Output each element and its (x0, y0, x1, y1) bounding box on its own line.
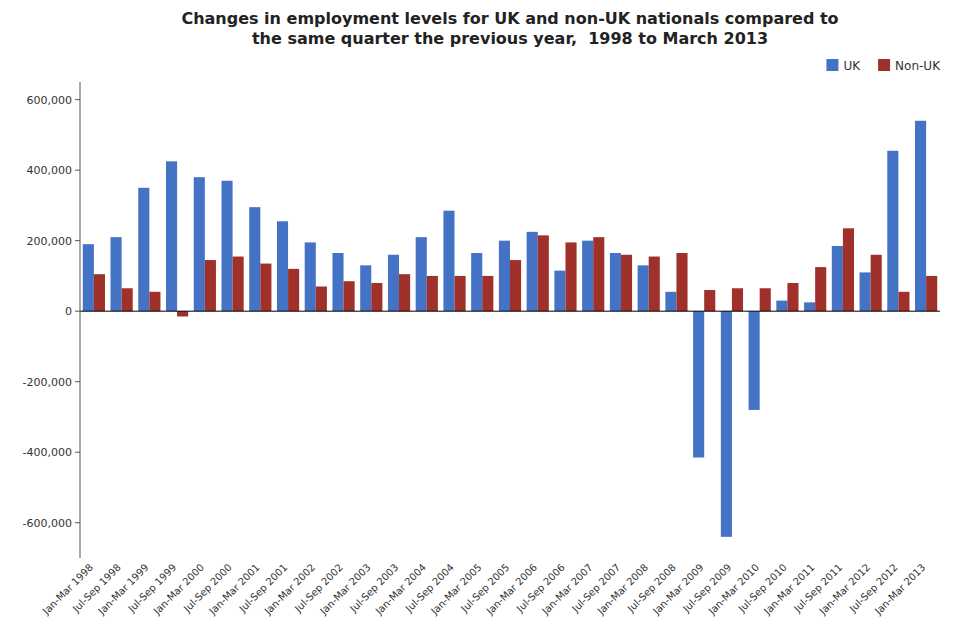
bar (316, 287, 327, 312)
bar (510, 260, 521, 311)
bar (360, 265, 371, 311)
tick (75, 522, 80, 523)
bar (804, 302, 815, 311)
bar (111, 237, 122, 311)
bar (138, 188, 149, 311)
bar (926, 276, 937, 311)
bar (344, 281, 355, 311)
tick (75, 452, 80, 453)
tick (75, 381, 80, 382)
bar (527, 232, 538, 311)
tick (75, 99, 80, 100)
bar (260, 264, 271, 312)
tick (75, 240, 80, 241)
legend-item: Non-UK (878, 59, 941, 73)
bar (416, 237, 427, 311)
bar (277, 221, 288, 311)
bar (83, 244, 94, 311)
bar (205, 260, 216, 311)
bar (149, 292, 160, 311)
bar (610, 253, 621, 311)
tick-label: -200,000 (23, 376, 72, 389)
bar (554, 271, 565, 312)
bar (593, 237, 604, 311)
legend-label: Non-UK (895, 59, 941, 73)
bar (887, 151, 898, 311)
bar (166, 161, 177, 311)
bar (721, 311, 732, 537)
bar (843, 228, 854, 311)
bar (538, 235, 549, 311)
bar (122, 288, 133, 311)
chart: Changes in employment levels for UK and … (0, 0, 960, 640)
title: Changes in employment levels for UK and … (181, 9, 838, 48)
bars (83, 121, 937, 537)
legend-swatch (826, 59, 838, 71)
bar (194, 177, 205, 311)
bar (565, 242, 576, 311)
baseline (80, 311, 940, 312)
bar (233, 257, 244, 312)
bar (871, 255, 882, 311)
legend-label: UK (843, 59, 861, 73)
bar (582, 241, 593, 312)
bar (665, 292, 676, 311)
x-axis: Jan-Mar 1998Jul-Sep 1998Jan-Mar 1999Jul-… (40, 562, 928, 618)
bar (860, 272, 871, 311)
bar (177, 311, 188, 316)
bar (693, 311, 704, 457)
legend-item: UK (826, 59, 861, 73)
tick-label: 400,000 (27, 164, 73, 177)
tick (75, 170, 80, 171)
bar (427, 276, 438, 311)
bar (760, 288, 771, 311)
bar (732, 288, 743, 311)
axis-line (80, 82, 81, 558)
category-label: Jan-Mar 2013 (872, 562, 928, 618)
bar (499, 241, 510, 312)
bar (915, 121, 926, 311)
bar (832, 246, 843, 311)
bar (399, 274, 410, 311)
bar (371, 283, 382, 311)
y-axis: -600,000 -400,000 -200,000 0 200,000 400,000 6… (23, 82, 80, 558)
bar (676, 253, 687, 311)
bar (621, 255, 632, 311)
bar (649, 257, 660, 312)
bar (388, 255, 399, 311)
legend: UK Non-UK (826, 59, 941, 73)
bar (471, 253, 482, 311)
bar (638, 265, 649, 311)
bar (332, 253, 343, 311)
tick-label: 600,000 (27, 94, 73, 107)
bar (787, 283, 798, 311)
bar (704, 290, 715, 311)
bar (749, 311, 760, 410)
bar (94, 274, 105, 311)
tick-label: 200,000 (27, 235, 73, 248)
bar (249, 207, 260, 311)
tick-label: 0 (65, 305, 72, 318)
bar (815, 267, 826, 311)
bar (221, 181, 232, 311)
bar (288, 269, 299, 311)
tick (75, 311, 80, 312)
legend-swatch (878, 59, 890, 71)
tick-label: -400,000 (23, 446, 72, 459)
bar (776, 301, 787, 312)
bar (305, 242, 316, 311)
bar (482, 276, 493, 311)
bar (443, 211, 454, 311)
bar (455, 276, 466, 311)
tick-label: -600,000 (23, 517, 72, 530)
bar (898, 292, 909, 311)
